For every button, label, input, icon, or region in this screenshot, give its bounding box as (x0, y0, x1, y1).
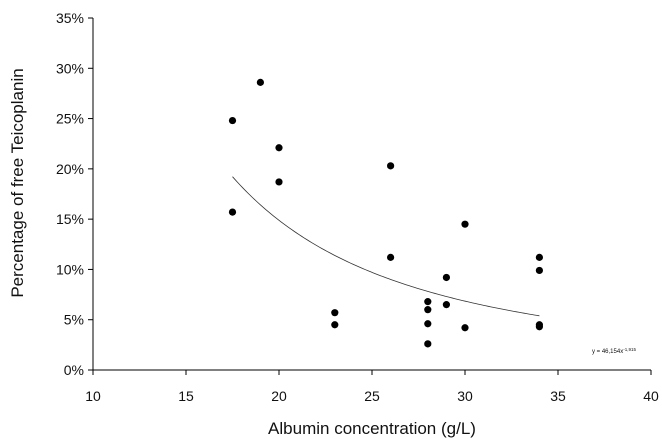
data-point (424, 320, 432, 328)
x-axis-title: Albumin concentration (g/L) (268, 419, 476, 438)
data-point (535, 323, 544, 331)
y-tick-label: 35% (56, 10, 84, 26)
y-tick-label: 0% (64, 362, 84, 378)
x-axis-ticks: 10 15 20 25 30 35 40 (85, 370, 659, 404)
data-point (442, 301, 450, 309)
y-tick-label: 30% (56, 60, 84, 76)
y-tick-label: 25% (56, 111, 84, 127)
equation-exponent: -1,915 (623, 347, 636, 352)
data-point (331, 309, 339, 317)
equation-base: y = 46,154x (592, 349, 623, 355)
data-point (387, 253, 395, 261)
data-point (424, 306, 432, 314)
data-point (424, 340, 432, 348)
data-point (256, 78, 264, 86)
data-points (228, 78, 544, 348)
y-axis-title: Percentage of free Teicoplanin (8, 68, 27, 297)
x-tick-label: 25 (364, 388, 380, 404)
x-tick-label: 20 (271, 388, 287, 404)
trendline-equation: y = 46,154x-1,915 (592, 347, 636, 355)
y-tick-label: 20% (56, 161, 84, 177)
data-point (424, 298, 432, 306)
data-point (461, 324, 469, 332)
data-point (228, 116, 237, 125)
x-tick-label: 30 (457, 388, 473, 404)
data-point (535, 266, 544, 275)
x-tick-label: 15 (178, 388, 194, 404)
y-tick-label: 15% (56, 211, 84, 227)
y-tick-label: 10% (56, 261, 84, 277)
data-point (228, 208, 237, 216)
data-point (461, 220, 469, 228)
y-tick-label: 5% (64, 312, 84, 328)
axes (92, 18, 651, 371)
x-tick-label: 40 (643, 388, 659, 404)
power-trendline (232, 176, 540, 317)
y-axis-ticks: 0% 5% 10% 15% 20% 25% 30% 35% (56, 10, 93, 378)
data-point (387, 162, 395, 170)
data-point (275, 144, 283, 152)
data-point (535, 253, 544, 261)
x-tick-label: 35 (550, 388, 566, 404)
data-point (275, 178, 283, 186)
x-tick-label: 10 (85, 388, 101, 404)
data-point (331, 321, 339, 329)
data-point (442, 273, 450, 282)
